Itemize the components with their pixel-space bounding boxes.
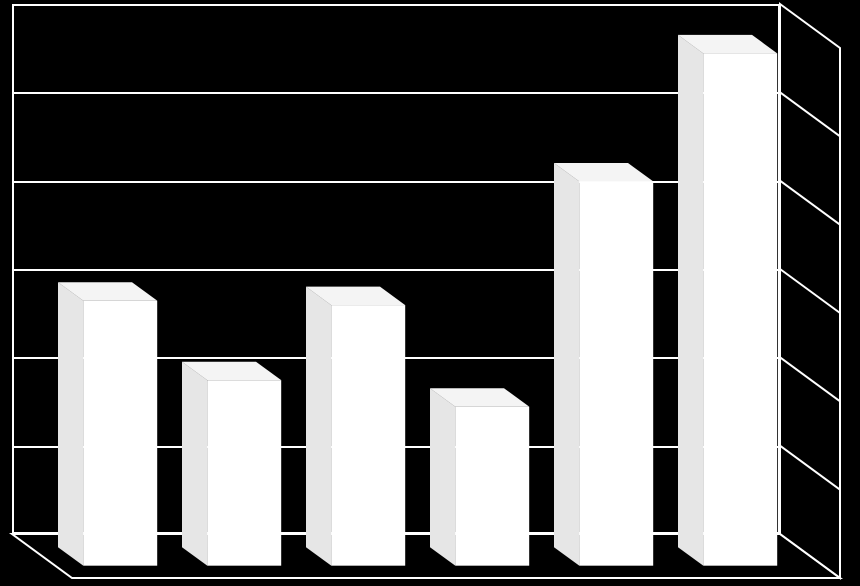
floor-front-edge-layer: [0, 0, 860, 586]
bar-chart-3d: [0, 0, 860, 586]
